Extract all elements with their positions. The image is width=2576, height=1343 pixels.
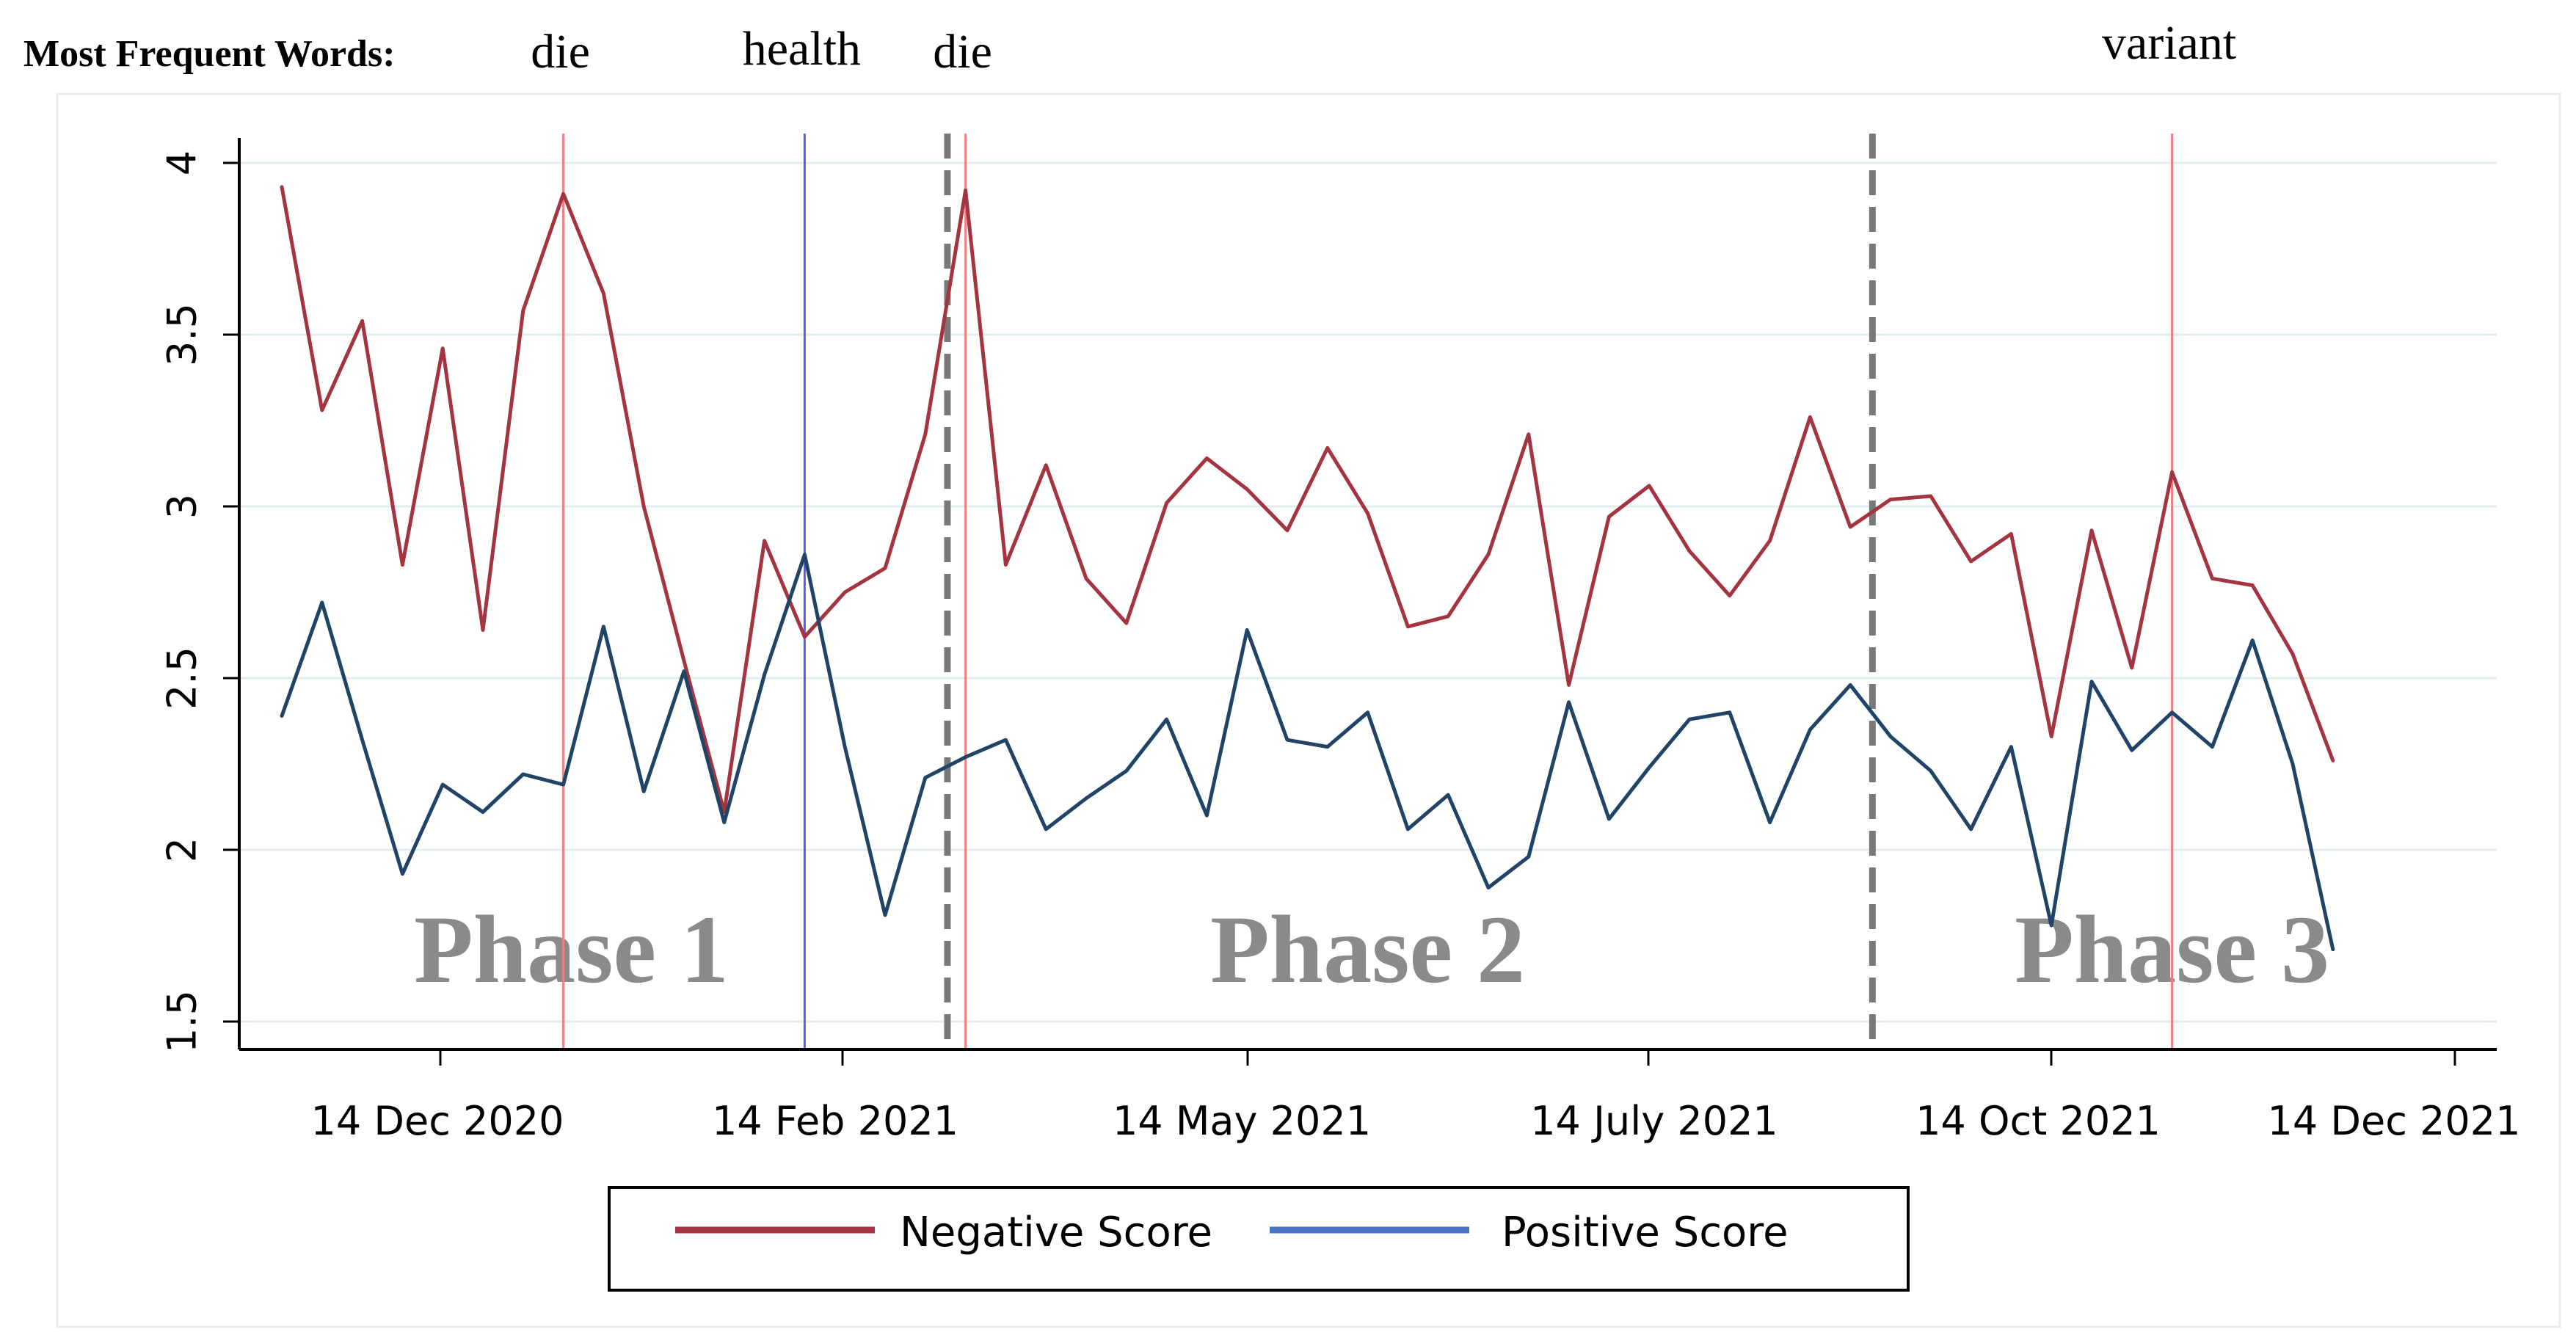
y-tick-label: 3 xyxy=(159,494,205,519)
y-tick-label: 2 xyxy=(159,837,205,862)
words-heading: Most Frequent Words: xyxy=(23,33,396,75)
y-tick-label: 1.5 xyxy=(159,990,205,1053)
phase-label: Phase 1 xyxy=(414,895,729,1003)
phase-label: Phase 2 xyxy=(1210,895,1525,1003)
x-tick-label: 14 Dec 2020 xyxy=(311,1098,564,1144)
x-tick-label: 14 May 2021 xyxy=(1113,1098,1371,1144)
frequent-word: variant xyxy=(2102,16,2236,70)
negative-score-line xyxy=(280,185,2335,814)
x-tick-label: 14 July 2021 xyxy=(1530,1098,1778,1144)
y-tick-label: 2.5 xyxy=(159,647,205,710)
frequent-word: die xyxy=(933,25,992,79)
outer-frame xyxy=(56,92,2561,1328)
axes: 1.5 2 2.5 3 3.5 4 14 Dec 2020 14 Feb 2021 14 May… xyxy=(159,138,2521,1144)
phase-labels: Phase 1 Phase 2 Phase 3 xyxy=(414,895,2329,1003)
x-tick-label: 14 Dec 2021 xyxy=(2268,1098,2521,1144)
frequent-words: die health die variant xyxy=(531,16,2236,79)
legend-label-positive: Positive Score xyxy=(1502,1209,1789,1256)
phase-boundaries xyxy=(944,134,1876,1049)
event-lines xyxy=(562,134,2174,1049)
y-tick-label: 4 xyxy=(159,150,205,175)
y-tick-label: 3.5 xyxy=(159,303,205,366)
legend-box xyxy=(608,1186,1910,1292)
x-tick-label: 14 Oct 2021 xyxy=(1915,1098,2161,1144)
x-tick-label: 14 Feb 2021 xyxy=(712,1098,958,1144)
series-lines xyxy=(280,185,2335,952)
legend-label-negative: Negative Score xyxy=(900,1209,1212,1256)
frequent-word: health xyxy=(743,22,861,76)
legend: Negative Score Positive Score xyxy=(608,1186,1910,1292)
positive-score-line xyxy=(280,553,2335,952)
frequent-word: die xyxy=(531,25,590,79)
